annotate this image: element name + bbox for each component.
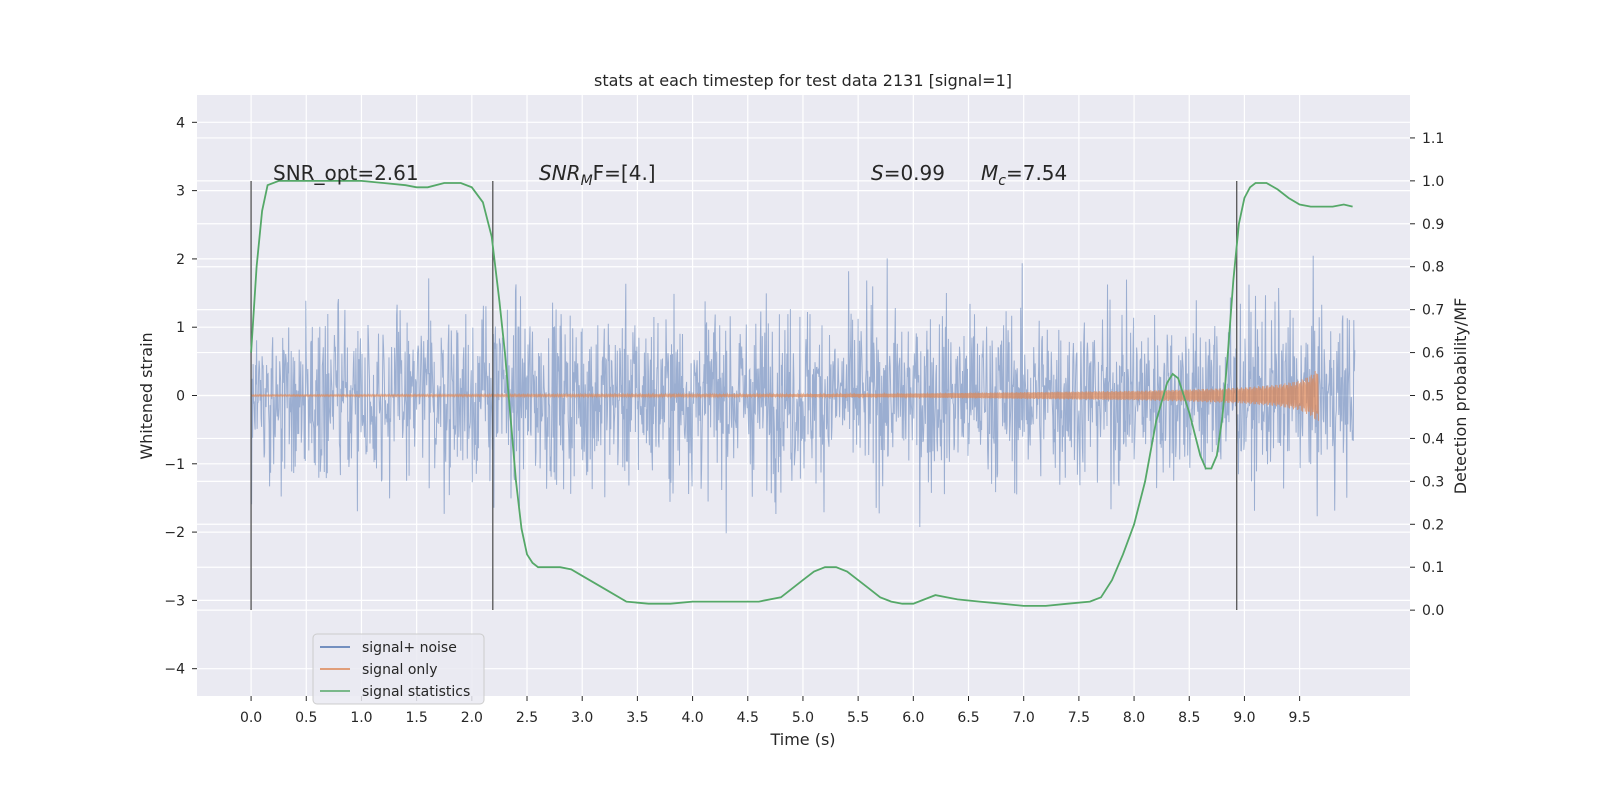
x-axis: 0.0 0.5 1.0 1.5 2.0 2.5 3.0 3.5 4.0 4.5 5.0 5.5 6.0 6… xyxy=(240,696,1311,726)
annotation-mc-main: M xyxy=(981,161,998,185)
y2-axis-title: Detection probability/MF xyxy=(1451,298,1470,495)
y-axis-right: 0.0 0.1 0.2 0.3 0.4 0.5 0.6 0.7 0.8 0.9 1.0 1.1 xyxy=(1410,131,1444,619)
x-tick-label: 7.5 xyxy=(1068,710,1090,726)
x-tick-label: 7.0 xyxy=(1013,710,1035,726)
legend-label-signal-statistics: signal statistics xyxy=(362,684,470,700)
y2-tick-label: 0.4 xyxy=(1422,431,1444,447)
legend: signal+ noise signal only signal statist… xyxy=(312,633,485,705)
annotation-snr-mf-sub: M xyxy=(581,173,593,189)
y-tick-label: 1 xyxy=(176,320,185,336)
x-axis-title: Time (s) xyxy=(769,730,835,749)
x-tick-label: 2.5 xyxy=(516,710,538,726)
x-tick-label: 6.5 xyxy=(957,710,979,726)
x-tick-label: 2.0 xyxy=(461,710,483,726)
x-tick-label: 3.0 xyxy=(571,710,593,726)
legend-box xyxy=(312,633,485,705)
x-tick-label: 0.5 xyxy=(295,710,317,726)
annotation-snr-mf-rest: F=[4.] xyxy=(593,161,656,185)
y2-tick-label: 1.0 xyxy=(1422,174,1444,190)
y2-tick-label: 0.0 xyxy=(1422,603,1444,619)
y-tick-label: −4 xyxy=(164,662,185,678)
annotation-snr-opt: SNR_opt=2.61 xyxy=(273,161,419,185)
signal-statistics-line xyxy=(250,180,1353,607)
y-tick-label: −2 xyxy=(164,525,185,541)
signal-noise-series xyxy=(250,255,1356,534)
signal-statistics-series xyxy=(250,180,1353,607)
y-tick-label: −3 xyxy=(164,593,185,609)
x-tick-label: 6.0 xyxy=(902,710,924,726)
y-tick-label: 2 xyxy=(176,252,185,268)
annotation-s: S=0.99 xyxy=(871,161,945,185)
y-axis-title: Whitened strain xyxy=(137,332,156,459)
x-tick-label: 9.0 xyxy=(1233,710,1255,726)
y-axis-left: −4 −3 −2 −1 0 1 2 3 4 xyxy=(164,115,197,678)
x-tick-label: 4.0 xyxy=(681,710,703,726)
annotation-s-main: S xyxy=(871,161,884,185)
x-tick-label: 1.5 xyxy=(406,710,428,726)
annotation-s-rest: =0.99 xyxy=(884,161,945,185)
chart-title: stats at each timestep for test data 213… xyxy=(594,71,1012,90)
annotation-snr-mf-main: SNR xyxy=(539,161,581,185)
y2-tick-label: 0.8 xyxy=(1422,260,1444,276)
x-tick-label: 8.5 xyxy=(1178,710,1200,726)
y-tick-label: 0 xyxy=(176,389,185,405)
x-tick-label: 8.0 xyxy=(1123,710,1145,726)
y2-tick-label: 0.9 xyxy=(1422,217,1444,233)
annotation-mc: Mc=7.54 xyxy=(981,161,1067,189)
y2-tick-label: 1.1 xyxy=(1422,131,1444,147)
y-tick-label: −1 xyxy=(164,457,185,473)
y2-tick-label: 0.1 xyxy=(1422,560,1444,576)
signal-noise-trace xyxy=(250,255,1356,534)
legend-label-signal-noise: signal+ noise xyxy=(362,640,457,656)
annotations: SNR_opt=2.61 SNRMF=[4.] S=0.99 Mc=7.54 xyxy=(273,161,1067,189)
y2-tick-label: 0.2 xyxy=(1422,517,1444,533)
x-tick-label: 4.5 xyxy=(737,710,759,726)
y2-tick-label: 0.7 xyxy=(1422,303,1444,319)
legend-label-signal-only: signal only xyxy=(362,662,437,678)
x-tick-label: 9.5 xyxy=(1288,710,1310,726)
annotation-snr-mf: SNRMF=[4.] xyxy=(539,161,656,189)
x-tick-label: 5.5 xyxy=(847,710,869,726)
y2-tick-label: 0.6 xyxy=(1422,346,1444,362)
y-tick-label: 4 xyxy=(176,115,185,131)
x-tick-label: 5.0 xyxy=(792,710,814,726)
y2-tick-label: 0.3 xyxy=(1422,474,1444,490)
y-tick-label: 3 xyxy=(176,184,185,200)
x-tick-label: 1.0 xyxy=(350,710,372,726)
annotation-mc-rest: =7.54 xyxy=(1006,161,1067,185)
signal-only-trace xyxy=(250,370,1319,421)
x-tick-label: 0.0 xyxy=(240,710,262,726)
signal-only-series xyxy=(250,370,1319,421)
x-tick-label: 3.5 xyxy=(626,710,648,726)
y2-tick-label: 0.5 xyxy=(1422,389,1444,405)
annotation-mc-sub: c xyxy=(998,173,1006,189)
